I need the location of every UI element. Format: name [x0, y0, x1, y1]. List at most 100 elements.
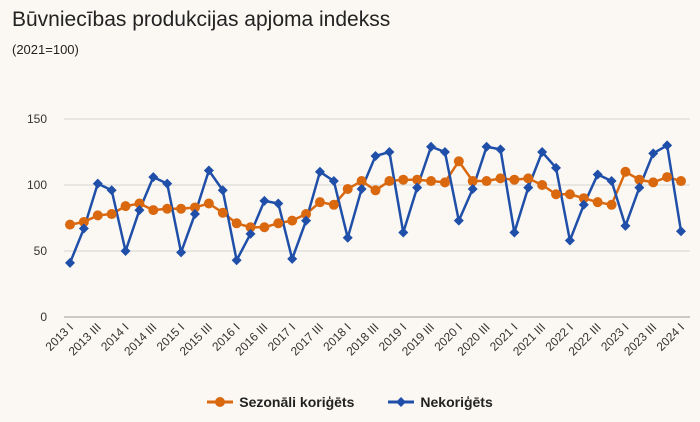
y-tick-label: 150	[27, 112, 47, 126]
data-point-circle	[217, 207, 228, 218]
data-point-diamond	[676, 226, 686, 237]
data-point-diamond	[78, 223, 89, 234]
data-point-circle	[620, 166, 631, 177]
x-tick-label: 2024 I	[654, 320, 687, 353]
data-point-circle	[245, 222, 256, 233]
legend-item-seasonally-adjusted[interactable]: Sezonāli koriģēts	[207, 394, 354, 410]
data-point-circle	[523, 173, 534, 184]
data-point-circle	[162, 203, 173, 214]
data-point-diamond	[189, 209, 200, 220]
series-markers	[65, 140, 686, 268]
y-tick-label: 0	[40, 310, 47, 324]
data-point-circle	[634, 174, 645, 185]
data-point-diamond	[523, 182, 534, 193]
data-point-diamond	[287, 253, 298, 264]
data-point-diamond	[301, 215, 312, 226]
grid-lines	[64, 118, 690, 318]
data-point-diamond	[245, 228, 256, 239]
data-point-circle	[189, 202, 200, 213]
data-point-diamond	[412, 182, 423, 193]
data-point-circle	[65, 219, 75, 230]
data-point-diamond	[328, 176, 339, 187]
data-point-circle	[578, 193, 589, 204]
data-point-circle	[356, 176, 367, 187]
data-point-diamond	[217, 185, 228, 196]
data-point-circle	[314, 197, 325, 208]
data-point-diamond	[578, 199, 589, 210]
data-point-circle	[481, 176, 492, 187]
data-point-diamond	[384, 147, 395, 157]
data-point-diamond	[273, 198, 284, 209]
data-point-circle	[259, 222, 270, 233]
data-point-diamond	[120, 246, 131, 256]
data-point-circle	[301, 209, 312, 220]
data-point-diamond	[134, 205, 145, 216]
legend-marker-circle-icon	[207, 397, 234, 407]
data-point-circle	[342, 183, 353, 194]
data-point-circle	[370, 185, 381, 196]
data-point-circle	[231, 218, 242, 229]
y-tick-label: 50	[34, 244, 48, 258]
data-point-circle	[106, 209, 117, 220]
data-point-circle	[148, 205, 159, 216]
data-point-circle	[426, 176, 437, 187]
data-point-diamond	[148, 172, 159, 183]
legend-label: Nekoriģēts	[420, 394, 493, 410]
data-point-circle	[78, 216, 89, 227]
data-point-circle	[120, 201, 131, 212]
data-point-diamond	[662, 140, 673, 151]
data-point-diamond	[65, 257, 75, 268]
data-point-diamond	[162, 178, 173, 189]
data-point-diamond	[106, 185, 117, 196]
legend-item-unadjusted[interactable]: Nekoriģēts	[388, 394, 493, 410]
data-point-diamond	[537, 147, 548, 157]
data-point-diamond	[564, 235, 575, 246]
data-point-diamond	[481, 141, 492, 152]
data-point-circle	[606, 199, 617, 210]
data-point-circle	[439, 177, 450, 188]
data-point-diamond	[620, 220, 631, 231]
data-point-diamond	[648, 148, 659, 159]
data-point-circle	[92, 210, 103, 221]
data-point-diamond	[259, 195, 270, 206]
data-point-diamond	[467, 183, 478, 194]
data-point-circle	[537, 180, 548, 190]
data-point-diamond	[592, 169, 603, 180]
data-point-circle	[328, 199, 339, 210]
data-point-diamond	[342, 232, 353, 243]
data-point-diamond	[551, 162, 562, 173]
data-point-circle	[592, 197, 603, 208]
chart-title: Būvniecības produkcijas apjoma indekss	[12, 8, 391, 31]
data-point-diamond	[426, 141, 437, 152]
data-point-circle	[648, 177, 659, 188]
data-point-circle	[134, 198, 145, 209]
data-point-diamond	[176, 247, 187, 258]
data-point-circle	[564, 189, 575, 200]
data-point-diamond	[606, 176, 617, 187]
data-point-circle	[412, 174, 423, 185]
data-point-diamond	[356, 183, 367, 194]
data-point-circle	[453, 156, 464, 167]
data-point-circle	[551, 189, 562, 200]
series-lines	[68, 144, 683, 264]
data-point-diamond	[495, 144, 506, 155]
data-point-circle	[203, 198, 214, 209]
data-point-circle	[384, 176, 395, 187]
data-point-circle	[467, 176, 478, 187]
data-point-diamond	[634, 182, 645, 193]
data-point-diamond	[92, 178, 103, 189]
data-point-circle	[287, 215, 298, 226]
legend-marker-diamond-icon	[388, 397, 415, 407]
data-point-diamond	[509, 227, 520, 238]
data-point-circle	[662, 172, 673, 183]
data-point-circle	[398, 174, 409, 185]
data-point-diamond	[370, 150, 381, 161]
legend-label: Sezonāli koriģēts	[239, 394, 355, 410]
data-point-circle	[509, 174, 520, 185]
data-point-diamond	[203, 165, 214, 176]
data-point-circle	[176, 203, 187, 214]
y-tick-label: 100	[27, 178, 47, 192]
data-point-circle	[676, 176, 686, 187]
